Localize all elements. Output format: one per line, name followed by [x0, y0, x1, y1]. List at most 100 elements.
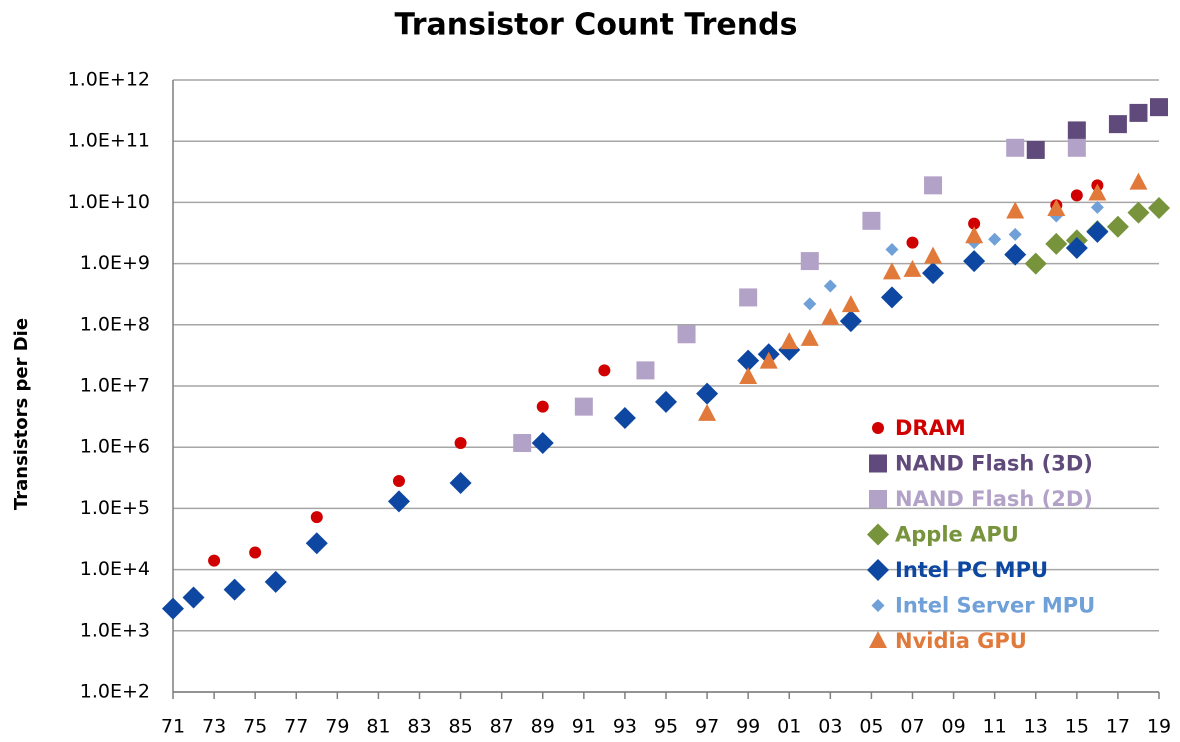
y-tick-label: 1.0E+12	[68, 69, 150, 91]
y-tick-label: 1.0E+9	[80, 252, 150, 274]
point	[1004, 243, 1027, 266]
point	[1070, 189, 1083, 202]
point	[739, 367, 758, 385]
x-tick-label: 17	[1106, 716, 1130, 738]
point	[454, 437, 467, 450]
x-tick-label: 87	[490, 716, 514, 738]
point	[162, 597, 184, 620]
point	[922, 262, 945, 285]
point	[513, 434, 532, 453]
point	[1108, 115, 1127, 134]
x-tick-label: 13	[1024, 716, 1048, 738]
x-tick-label: 99	[736, 716, 760, 738]
point	[636, 361, 655, 380]
point	[803, 297, 817, 311]
x-tick-label: 85	[448, 716, 472, 738]
point	[1067, 138, 1086, 157]
x-tick-label: 03	[818, 716, 842, 738]
point	[1047, 199, 1066, 217]
x-tick-label: 75	[243, 716, 267, 738]
legend-marker	[869, 454, 887, 473]
legend-label: Intel PC MPU	[895, 558, 1048, 582]
y-tick-label: 1.0E+2	[80, 681, 150, 703]
point	[1045, 232, 1068, 255]
point	[574, 397, 593, 416]
point	[655, 390, 677, 413]
x-tick-label: 81	[366, 716, 390, 738]
legend-marker	[872, 422, 884, 434]
point	[1065, 236, 1088, 259]
point	[841, 295, 860, 313]
point	[882, 262, 901, 280]
legend-marker	[867, 559, 889, 581]
y-tick-label: 1.0E+3	[80, 619, 150, 641]
point	[800, 252, 819, 271]
point	[1106, 215, 1129, 238]
point	[924, 246, 943, 264]
point	[1150, 98, 1168, 117]
point	[1024, 252, 1047, 275]
point	[223, 578, 246, 601]
point	[449, 472, 472, 495]
x-tick-label: 05	[859, 716, 883, 738]
x-tick-label: 09	[941, 716, 965, 738]
point	[1129, 103, 1148, 122]
y-tick-label: 1.0E+4	[80, 558, 150, 580]
y-axis-label: Transistors per Die	[11, 318, 32, 510]
legend-label: NAND Flash (3D)	[895, 452, 1093, 476]
point	[780, 332, 799, 350]
point	[1088, 183, 1107, 201]
point	[1067, 121, 1086, 140]
legend-label: Nvidia GPU	[895, 629, 1027, 653]
point	[698, 403, 717, 421]
x-tick-label: 83	[407, 716, 431, 738]
y-tick-label: 1.0E+6	[80, 436, 150, 458]
legend-marker	[869, 631, 887, 648]
legend-label: Intel Server MPU	[895, 594, 1095, 618]
point	[924, 176, 943, 195]
point	[182, 586, 205, 609]
point	[965, 226, 984, 244]
point	[1008, 227, 1022, 241]
point	[1148, 197, 1170, 220]
y-tick-label: 1.0E+10	[68, 191, 150, 213]
point	[968, 217, 981, 230]
legend-label: DRAM	[895, 416, 966, 440]
x-tick-label: 95	[654, 716, 678, 738]
point	[310, 511, 323, 524]
point	[885, 242, 899, 256]
y-tick-label: 1.0E+5	[80, 497, 150, 519]
x-tick-label: 07	[900, 716, 924, 738]
point	[1090, 200, 1104, 214]
legend-marker	[867, 523, 889, 546]
point	[800, 328, 819, 346]
legend-marker	[869, 490, 887, 508]
y-tick-label: 1.0E+8	[80, 313, 150, 335]
point	[696, 382, 719, 405]
point	[759, 351, 778, 369]
point	[839, 310, 862, 333]
y-tick-label: 1.0E+7	[80, 375, 150, 397]
x-tick-label: 15	[1065, 716, 1089, 738]
point	[737, 349, 760, 372]
point	[305, 532, 328, 555]
point	[208, 554, 221, 567]
point	[862, 211, 881, 230]
x-tick-label: 71	[161, 716, 185, 738]
x-tick-label: 11	[983, 716, 1007, 738]
point	[906, 236, 919, 249]
x-tick-label: 93	[613, 716, 637, 738]
x-tick-label: 91	[572, 716, 596, 738]
point	[1006, 201, 1025, 219]
point	[264, 570, 287, 593]
point	[988, 232, 1002, 246]
point	[392, 475, 405, 488]
point	[613, 407, 636, 430]
x-tick-label: 97	[695, 716, 719, 738]
legend-label: Apple APU	[895, 523, 1019, 547]
point	[536, 400, 549, 413]
point	[1127, 201, 1150, 224]
point	[1026, 140, 1045, 159]
x-tick-label: 79	[325, 716, 349, 738]
point	[903, 259, 922, 277]
